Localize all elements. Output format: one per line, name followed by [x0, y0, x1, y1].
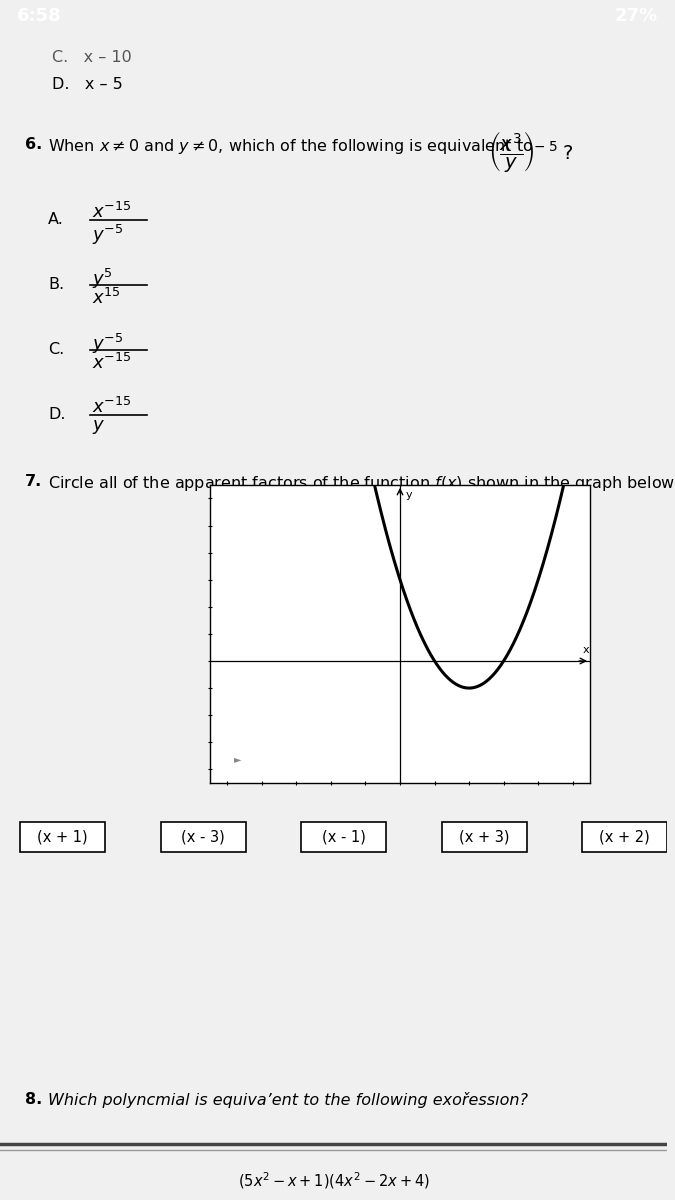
Text: Which polyncmial is equiva’ent to the following exořessıon?: Which polyncmial is equiva’ent to the fo…	[48, 1092, 528, 1108]
Text: $x^{15}$: $x^{15}$	[92, 288, 121, 308]
Bar	[301, 822, 386, 852]
Text: D.   x – 5: D. x – 5	[52, 77, 123, 92]
Text: C.: C.	[48, 342, 64, 358]
Text: $y^{-5}$: $y^{-5}$	[92, 223, 124, 247]
Text: (x - 1): (x - 1)	[321, 829, 365, 845]
Text: $y$: $y$	[92, 418, 105, 436]
Text: $y^{5}$: $y^{5}$	[92, 266, 113, 292]
Text: $\left(\dfrac{x^3}{y}\right)^{\!\!-5}\;?$: $\left(\dfrac{x^3}{y}\right)^{\!\!-5}\;?…	[488, 128, 574, 174]
Text: (x + 3): (x + 3)	[459, 829, 509, 845]
Text: 27%: 27%	[615, 7, 658, 25]
Bar	[582, 822, 667, 852]
Text: (x - 3): (x - 3)	[181, 829, 225, 845]
Bar	[441, 822, 526, 852]
Text: $x^{-15}$: $x^{-15}$	[92, 202, 132, 222]
Text: When $x \neq 0$ and $y \neq 0$, which of the following is equivalent to: When $x \neq 0$ and $y \neq 0$, which of…	[48, 137, 533, 156]
Text: 6.: 6.	[25, 137, 43, 152]
Text: $x^{-15}$: $x^{-15}$	[92, 397, 132, 418]
Text: $(5x^2 - x + 1)(4x^2 - 2x + 4)$: $(5x^2 - x + 1)(4x^2 - 2x + 4)$	[238, 1170, 429, 1190]
Text: (x + 1): (x + 1)	[37, 829, 88, 845]
Text: 8.: 8.	[25, 1092, 43, 1106]
Text: $x^{-15}$: $x^{-15}$	[92, 353, 132, 373]
Text: $y^{-5}$: $y^{-5}$	[92, 332, 124, 356]
Text: D.: D.	[48, 407, 65, 422]
Text: ►: ►	[234, 754, 242, 764]
Bar	[20, 822, 105, 852]
Text: B.: B.	[48, 277, 64, 292]
Text: x: x	[583, 644, 590, 655]
Text: C.   x – 10: C. x – 10	[52, 50, 132, 65]
Text: (x + 2): (x + 2)	[599, 829, 650, 845]
Text: Circle all of the apparent factors of the function $f(x)$ shown in the graph bel: Circle all of the apparent factors of th…	[48, 474, 675, 493]
Text: 7.: 7.	[25, 474, 43, 490]
Bar	[161, 822, 246, 852]
Text: 6:58: 6:58	[17, 7, 61, 25]
Text: y: y	[405, 491, 412, 500]
Text: A.: A.	[48, 212, 64, 227]
